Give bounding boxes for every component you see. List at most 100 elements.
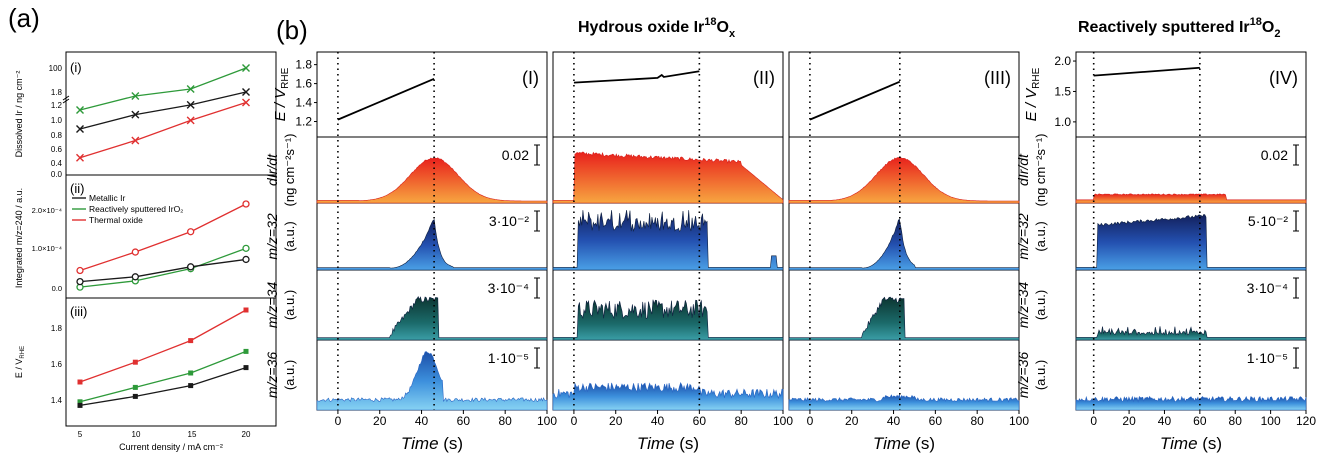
svg-text:(ng cm⁻²s⁻¹): (ng cm⁻²s⁻¹) (282, 134, 297, 207)
y-tick-label: 1.6 (295, 77, 312, 91)
signal-area-row-2 (788, 218, 1020, 271)
panel-label-IV: (IV) (1269, 68, 1298, 88)
iii-sputtered-line (79, 350, 247, 403)
x-tick-label: 20 (1122, 414, 1136, 428)
iii-thermal-point-2 (188, 338, 194, 344)
svg-text:m/z=32: m/z=32 (264, 213, 280, 260)
x-tick-label: 0 (571, 414, 578, 428)
signal-area-row-4 (316, 351, 548, 411)
i-sputtered-point-2 (186, 85, 195, 93)
i-sputtered-point-3 (242, 64, 250, 72)
svg-text:(a.u.): (a.u.) (282, 290, 297, 320)
column-II: (II) 0 20 40 60 80 100 Time (s) (552, 51, 793, 453)
x-tick-label: 80 (971, 414, 985, 428)
ii-ylabel: Integrated m/z=240 / a.u. (14, 188, 24, 288)
scale-label: 3·10⁻⁴ (1247, 280, 1288, 296)
column-frame (788, 51, 1020, 411)
x-tick-label: 40 (651, 414, 665, 428)
x-axis-label: Time (s) (1160, 434, 1222, 453)
scale-label: 3·10⁻² (489, 213, 529, 229)
x-tick-label: 20 (373, 414, 387, 428)
ii-metallic-point-2 (187, 263, 195, 271)
x-tick-label: 60 (929, 414, 943, 428)
subpanel-i-label: (i) (70, 60, 82, 75)
panel-a-series (62, 64, 250, 408)
x-axis-label: Time (s) (873, 434, 935, 453)
ii-metallic-line (79, 258, 247, 283)
column-I: (I) 0 20 40 60 80 100 Time (s) 1.2 1.4 1.6 1.8 0.02 3… (264, 51, 557, 453)
ii-sputtered-point-3 (242, 244, 250, 252)
panel-label-I: (I) (522, 68, 539, 88)
svg-text:(ng cm⁻²s⁻¹): (ng cm⁻²s⁻¹) (1033, 134, 1048, 207)
i-thermal-point-3 (242, 98, 250, 107)
ii-metallic-point-1 (131, 273, 139, 281)
x-tick-label: 100 (1261, 414, 1281, 428)
svg-text:E / VRHE: E / VRHE (272, 67, 291, 121)
x-tick-label: 0 (807, 414, 814, 428)
column-IV: (IV) 0 20 40 60 80 100 120 Time (s) 1.0 1.5 2.0 0.02… (1015, 51, 1316, 453)
panel-a-label: (a) (8, 3, 40, 33)
row-label-2: m/z=32 (a.u.) (1015, 213, 1048, 260)
iii-thermal-point-0 (77, 379, 83, 385)
i-metallic-point-1 (131, 110, 140, 119)
axis-break-mark (62, 95, 70, 101)
subpanel-iii-label: (iii) (70, 304, 87, 319)
scale-label: 0.02 (1261, 147, 1288, 163)
scale-label: 3·10⁻⁴ (488, 280, 529, 296)
i-ytick-1.8: 1.8 (51, 88, 63, 97)
svg-text:m/z=34: m/z=34 (264, 282, 280, 329)
legend-metallic: Metallic Ir (89, 193, 126, 203)
x-tick-label: 80 (1229, 414, 1243, 428)
signal-area-row-1 (552, 151, 784, 204)
ii-ytick-2: 2.0×10⁻⁴ (32, 206, 62, 215)
i-thermal-point-0 (76, 153, 84, 162)
row-label-2: m/z=32 (a.u.) (264, 213, 297, 260)
iii-metallic-point-1 (132, 393, 138, 399)
svg-text:(a.u.): (a.u.) (1033, 360, 1048, 390)
ii-metallic-point-3 (242, 255, 250, 264)
signal-area-row-1 (1075, 193, 1307, 204)
signal-area-row-1 (788, 156, 1020, 204)
panel-a: (i) (ii) (iii) 100 1.8 1.2 1.0 0.8 0.6 0… (14, 51, 277, 452)
row-label-3: m/z=34 (a.u.) (1015, 282, 1048, 329)
legend-sputtered: Reactively sputtered IrO₂ (89, 204, 183, 214)
signal-area-row-3 (1075, 326, 1307, 341)
row-label-4: m/z=36 (a.u.) (264, 352, 297, 399)
axis-break-mark (62, 98, 70, 104)
iii-sputtered-point-1 (132, 384, 138, 390)
iii-metallic-point-0 (77, 402, 83, 408)
scale-label: 0.02 (502, 147, 529, 163)
i-sputtered-point-0 (76, 106, 84, 114)
svg-text:dIr/dt: dIr/dt (264, 153, 280, 186)
ii-thermal-point-1 (131, 248, 139, 256)
svg-text:m/z=32: m/z=32 (1015, 213, 1031, 260)
x-tick-label: 0 (335, 414, 342, 428)
potential-curve (573, 70, 700, 84)
y-tick-label: 1.5 (1054, 84, 1071, 98)
scale-label: 1·10⁻⁵ (1247, 350, 1288, 366)
iii-sputtered-point-0 (77, 399, 83, 405)
panel-a-legend: Metallic Ir Reactively sputtered IrO₂ Th… (72, 193, 183, 225)
signal-area-row-4 (1075, 395, 1307, 411)
ii-thermal-line (79, 203, 247, 272)
i-sputtered-line (79, 67, 247, 111)
svg-text:E / VRHE: E / VRHE (1023, 67, 1042, 121)
a-xtick-15: 15 (188, 430, 197, 439)
scale-label: 5·10⁻² (1248, 213, 1288, 229)
x-tick-label: 120 (1296, 414, 1316, 428)
x-tick-label: 60 (693, 414, 707, 428)
i-ytick-1.2: 1.2 (51, 101, 63, 110)
i-ytick-100: 100 (49, 64, 63, 73)
row-label-1: dIr/dt (ng cm⁻²s⁻¹) (264, 134, 297, 207)
svg-text:m/z=36: m/z=36 (264, 352, 280, 399)
a-xtick-20: 20 (242, 430, 251, 439)
row-label-4: m/z=36 (a.u.) (1015, 352, 1048, 399)
svg-text:m/z=36: m/z=36 (1015, 352, 1031, 399)
iii-ytick-1.8: 1.8 (51, 324, 63, 333)
i-ytick-0.4: 0.4 (51, 159, 63, 168)
iii-metallic-point-3 (243, 365, 249, 371)
x-tick-label: 20 (845, 414, 859, 428)
svg-text:(a.u.): (a.u.) (282, 221, 297, 251)
x-tick-label: 80 (499, 414, 513, 428)
